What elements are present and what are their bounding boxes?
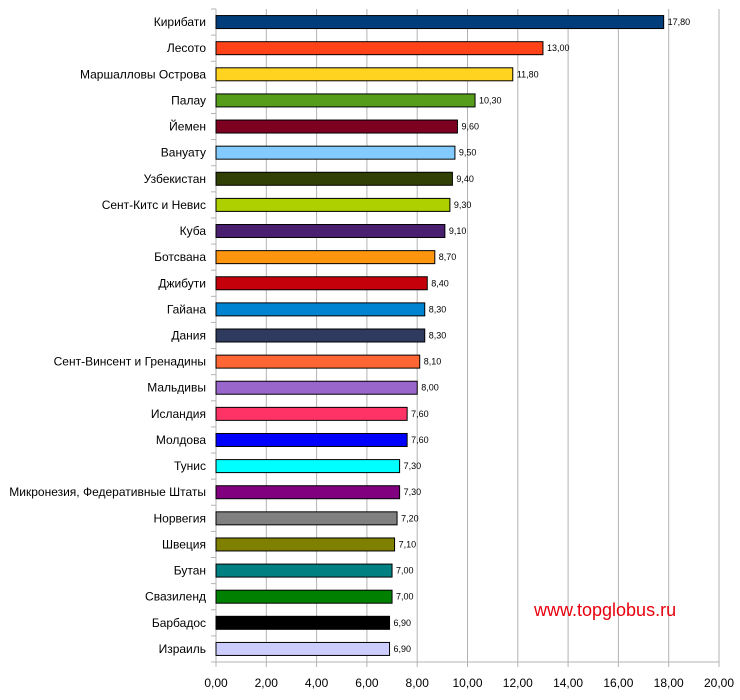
category-label: Дания [171, 329, 206, 343]
bar [215, 641, 391, 656]
data-label: 13,00 [547, 43, 570, 53]
category-label: Узбекистан [144, 172, 206, 186]
bar [215, 406, 408, 421]
data-label: 7,60 [411, 435, 429, 445]
category-label: Куба [180, 224, 207, 238]
watermark-text: www.topglobus.ru [534, 600, 677, 620]
x-tick-label: 14,00 [553, 676, 583, 690]
bar [215, 537, 396, 552]
x-tick-label: 18,00 [654, 676, 684, 690]
category-label: Кирибати [154, 15, 206, 29]
category-label: Мальдивы [147, 381, 206, 395]
category-label: Йемен [169, 119, 206, 134]
category-label: Молдова [156, 433, 206, 447]
bar [215, 119, 458, 134]
x-tick-label: 16,00 [603, 676, 633, 690]
data-label: 10,30 [479, 95, 502, 105]
data-label: 9,50 [459, 148, 477, 158]
data-label: 8,30 [429, 331, 447, 341]
bar [215, 41, 544, 56]
category-label: Джибути [158, 276, 206, 290]
data-label: 9,60 [461, 122, 479, 132]
bar [215, 67, 514, 82]
bar [215, 302, 426, 317]
category-label: Исландия [151, 407, 206, 421]
category-label: Маршалловы Острова [80, 67, 206, 81]
x-tick-label: 20,00 [704, 676, 734, 690]
data-label: 7,60 [411, 409, 429, 419]
data-label: 7,10 [399, 539, 417, 549]
bar [215, 589, 393, 604]
category-label: Свазиленд [145, 590, 206, 604]
bar [215, 432, 408, 447]
category-label: Палау [171, 93, 206, 107]
bar [215, 511, 398, 526]
data-label: 6,90 [394, 644, 412, 654]
data-label: 11,80 [517, 69, 539, 79]
category-label: Микронезия, Федеративные Штаты [9, 485, 206, 499]
bar [215, 380, 418, 395]
bar [215, 563, 393, 578]
data-label: 9,40 [456, 174, 474, 184]
category-label: Сент-Китс и Невис [102, 198, 206, 212]
x-tick-label: 0,00 [204, 676, 228, 690]
category-label: Израиль [159, 642, 206, 656]
bar [215, 145, 456, 160]
bar [215, 197, 451, 212]
x-tick-label: 12,00 [503, 676, 533, 690]
data-label: 8,30 [429, 304, 447, 314]
category-label: Ботсвана [154, 250, 206, 264]
category-label: Вануату [161, 146, 206, 160]
bar [215, 459, 401, 474]
data-label: 8,10 [424, 357, 442, 367]
category-label: Лесото [167, 41, 206, 55]
data-label: 8,00 [421, 383, 439, 393]
data-label: 8,40 [431, 278, 449, 288]
category-label: Тунис [174, 459, 206, 473]
x-tick-label: 4,00 [305, 676, 329, 690]
data-label: 8,70 [439, 252, 457, 262]
data-label: 7,20 [401, 513, 419, 523]
category-label: Бутан [174, 564, 206, 578]
x-tick-label: 6,00 [355, 676, 379, 690]
data-label: 7,30 [404, 487, 422, 497]
bar [215, 15, 665, 30]
x-tick-label: 8,00 [406, 676, 430, 690]
bar [215, 250, 436, 265]
x-tick-label: 2,00 [255, 676, 279, 690]
data-label: 9,30 [454, 200, 472, 210]
category-label: Сент-Винсент и Гренадины [54, 355, 206, 369]
bar [215, 224, 446, 239]
bar [215, 93, 476, 108]
category-label: Гайана [167, 302, 207, 316]
data-label: 17,80 [668, 17, 691, 27]
bar [215, 171, 453, 186]
x-tick-label: 10,00 [452, 676, 482, 690]
bar [215, 485, 401, 500]
category-label: Норвегия [153, 511, 206, 525]
bar [215, 354, 421, 369]
data-label: 6,90 [394, 618, 412, 628]
category-label: Барбадос [152, 616, 206, 630]
bar [215, 276, 428, 291]
data-label: 7,00 [396, 566, 414, 576]
bar [215, 328, 426, 343]
data-label: 7,30 [404, 461, 422, 471]
data-label: 7,00 [396, 592, 414, 602]
data-label: 9,10 [449, 226, 467, 236]
category-label: Швеция [162, 537, 206, 551]
bar [215, 615, 391, 630]
